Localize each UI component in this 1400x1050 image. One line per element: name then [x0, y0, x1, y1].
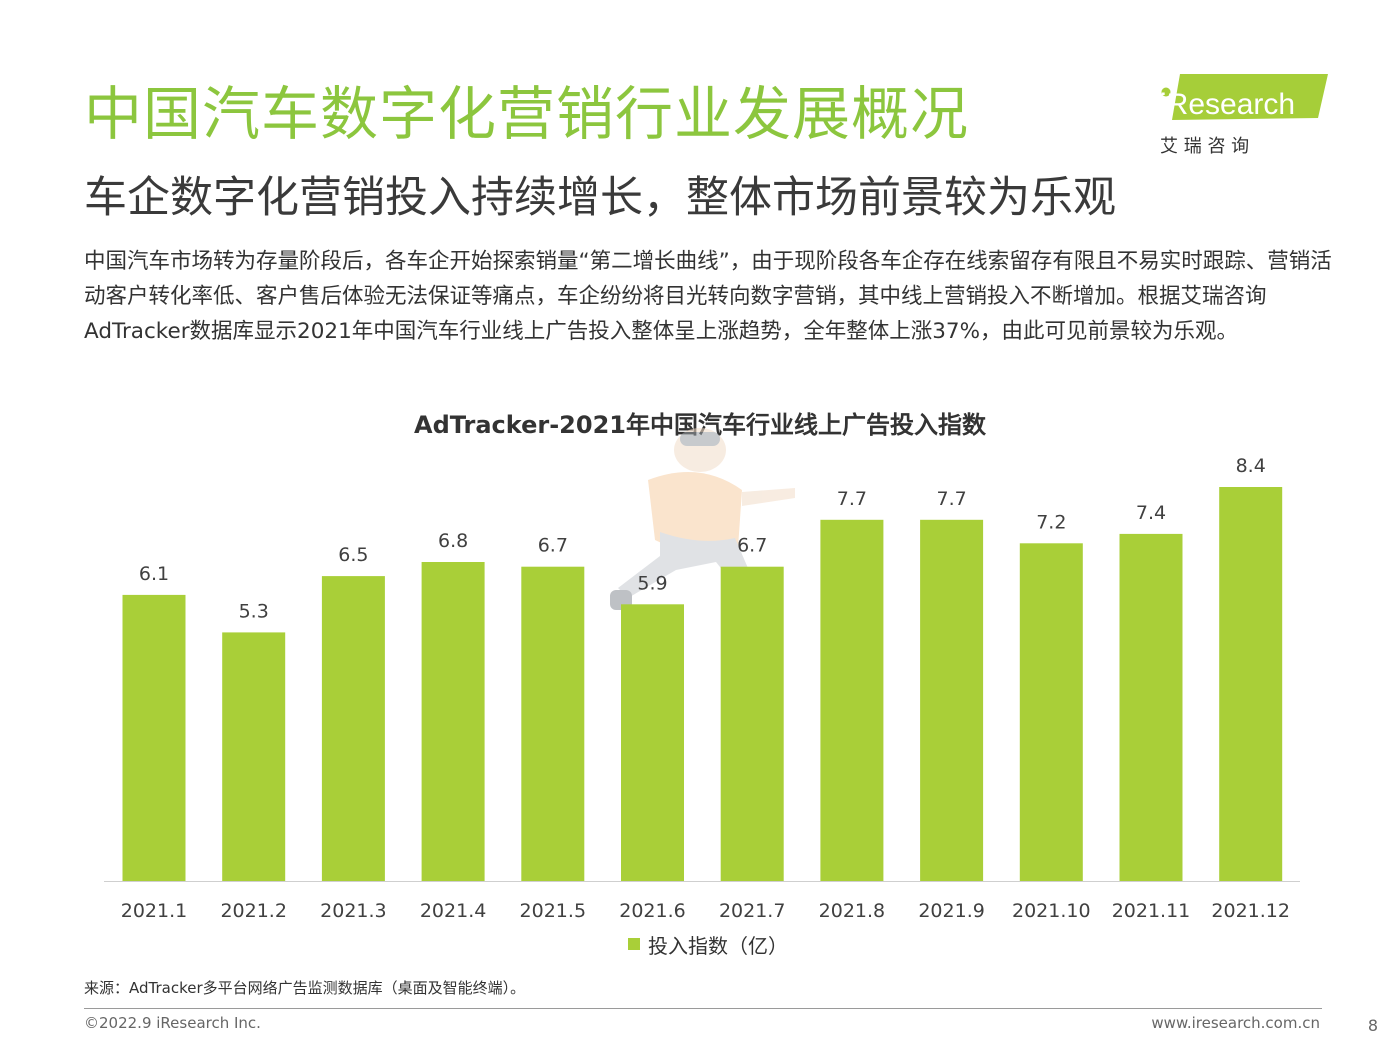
x-tick-label-2021.8: 2021.8 — [819, 900, 885, 922]
data-label-2021.2: 5.3 — [239, 600, 269, 622]
x-tick-label-2021.11: 2021.11 — [1112, 900, 1191, 922]
logo-dot — [1161, 87, 1171, 97]
data-label-2021.1: 6.1 — [139, 563, 169, 585]
x-tick-label-2021.10: 2021.10 — [1012, 900, 1091, 922]
data-label-2021.4: 6.8 — [438, 530, 468, 552]
bar-2021.11 — [1119, 533, 1183, 881]
page-subtitle: 车企数字化营销投入持续增长，整体市场前景较为乐观 — [84, 173, 1116, 223]
decorative-runner-illustration — [610, 428, 795, 610]
x-tick-label-2021.3: 2021.3 — [320, 900, 386, 922]
x-tick-label-2021.2: 2021.2 — [220, 900, 286, 922]
bar-2021.7 — [720, 566, 784, 881]
x-tick-label-2021.7: 2021.7 — [719, 900, 785, 922]
source-note: 来源：AdTracker多平台网络广告监测数据库（桌面及智能终端）。 — [84, 979, 526, 997]
bar-2021.6 — [621, 604, 684, 881]
data-label-2021.7: 6.7 — [737, 535, 767, 557]
page-number: 8 — [1367, 1016, 1378, 1035]
bar-2021.9 — [920, 519, 984, 881]
bar-2021.10 — [1019, 543, 1083, 881]
bar-2021.5 — [521, 566, 585, 881]
legend-swatch — [628, 938, 640, 950]
data-label-2021.8: 7.7 — [837, 488, 867, 510]
data-label-2021.12: 8.4 — [1236, 455, 1266, 477]
bar-2021.1 — [122, 594, 186, 881]
data-label-2021.6: 5.9 — [637, 572, 667, 594]
logo-banner-shape — [1172, 74, 1328, 120]
x-tick-label-2021.12: 2021.12 — [1211, 900, 1290, 922]
bar-2021.12 — [1219, 487, 1283, 881]
chart-legend: 投入指数（亿） — [628, 931, 788, 958]
page-title: 中国汽车数字化营销行业发展概况 — [84, 80, 970, 148]
legend-label: 投入指数（亿） — [648, 933, 788, 958]
x-tick-label-2021.5: 2021.5 — [520, 900, 586, 922]
x-tick-label-2021.4: 2021.4 — [420, 900, 486, 922]
x-tick-label-2021.9: 2021.9 — [918, 900, 984, 922]
x-tick-label-2021.1: 2021.1 — [121, 900, 187, 922]
bar-2021.8 — [820, 519, 884, 881]
data-label-2021.3: 6.5 — [338, 544, 368, 566]
bar-2021.2 — [222, 632, 286, 881]
data-label-2021.9: 7.7 — [936, 488, 966, 510]
data-label-2021.11: 7.4 — [1136, 502, 1166, 524]
intro-paragraph: 中国汽车市场转为存量阶段后，各车企开始探索销量“第二增长曲线”，由于现阶段各车企… — [84, 249, 1332, 344]
data-label-2021.5: 6.7 — [538, 535, 568, 557]
copyright-text: ©2022.9 iResearch Inc. — [84, 1014, 261, 1032]
logo-brand-text: iResearch — [1160, 88, 1295, 121]
iresearch-logo: iResearch 艾 瑞 咨 询 — [1160, 74, 1328, 157]
footer-divider — [84, 1008, 1322, 1009]
website-url: www.iresearch.com.cn — [1151, 1014, 1320, 1032]
bar-2021.3 — [321, 576, 385, 881]
bar-2021.4 — [421, 562, 485, 881]
x-tick-label-2021.6: 2021.6 — [619, 900, 685, 922]
data-label-2021.10: 7.2 — [1036, 511, 1066, 533]
logo-brand-cn-text: 艾 瑞 咨 询 — [1160, 136, 1249, 157]
